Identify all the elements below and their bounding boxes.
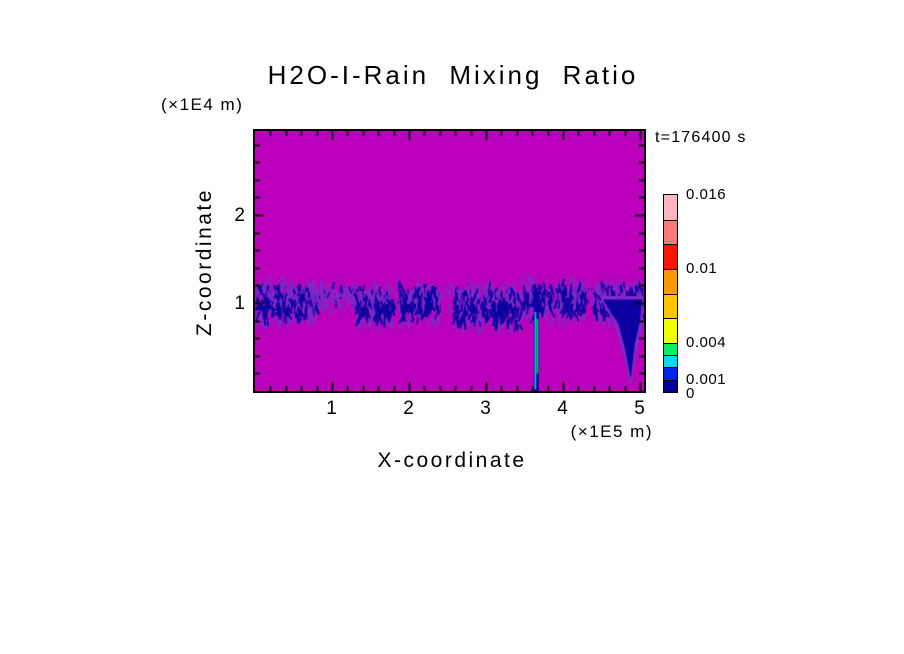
x-tick-label-2: 2 xyxy=(403,398,415,419)
z-tick-label-2: 2 xyxy=(234,205,246,226)
z-axis-title: Z-coordinate xyxy=(193,188,216,336)
colorbar-label-0.004: 0.004 xyxy=(686,333,727,351)
colorbar-label-0.016: 0.016 xyxy=(686,186,727,203)
colorbar-segment-0-0.001 xyxy=(664,379,677,392)
colorbar-segment-0.002-0.003 xyxy=(664,355,677,368)
x-tick-label-3: 3 xyxy=(480,398,492,419)
x-axis-title: X-coordinate xyxy=(377,449,527,472)
colorbar-label-0: 0 xyxy=(686,385,695,402)
x-tick-label-5: 5 xyxy=(634,398,646,419)
z-tick-label-1: 1 xyxy=(234,293,246,314)
x-axis-units-label: (×1E5 m) xyxy=(570,422,653,441)
plot-title: H2O-I-Rain Mixing Ratio xyxy=(267,60,639,90)
colorbar-segment-0.004-0.006 xyxy=(664,318,677,343)
colorbar-label-0.001: 0.001 xyxy=(686,370,727,388)
z-axis-units-label: (×1E4 m) xyxy=(161,95,244,114)
colorbar-segment-0.008-0.01 xyxy=(664,268,677,294)
colorbar-segment-0.01-0.012 xyxy=(664,244,677,269)
colorbar-segment-0.003-0.004 xyxy=(664,342,677,356)
heatmap-canvas xyxy=(255,131,644,391)
colorbar-segment-0.014-0.016 xyxy=(664,195,677,220)
x-tick-label-1: 1 xyxy=(326,398,338,419)
plot-area xyxy=(253,129,646,393)
colorbar-label-0.01: 0.01 xyxy=(686,259,718,277)
colorbar-segment-0.006-0.008 xyxy=(664,293,677,319)
colorbar-segment-0.012-0.014 xyxy=(664,219,677,245)
x-tick-label-4: 4 xyxy=(557,398,569,419)
colorbar-segment-0.001-0.002 xyxy=(664,367,677,380)
colorbar xyxy=(663,194,678,393)
time-annotation: t=176400 s xyxy=(655,129,747,146)
